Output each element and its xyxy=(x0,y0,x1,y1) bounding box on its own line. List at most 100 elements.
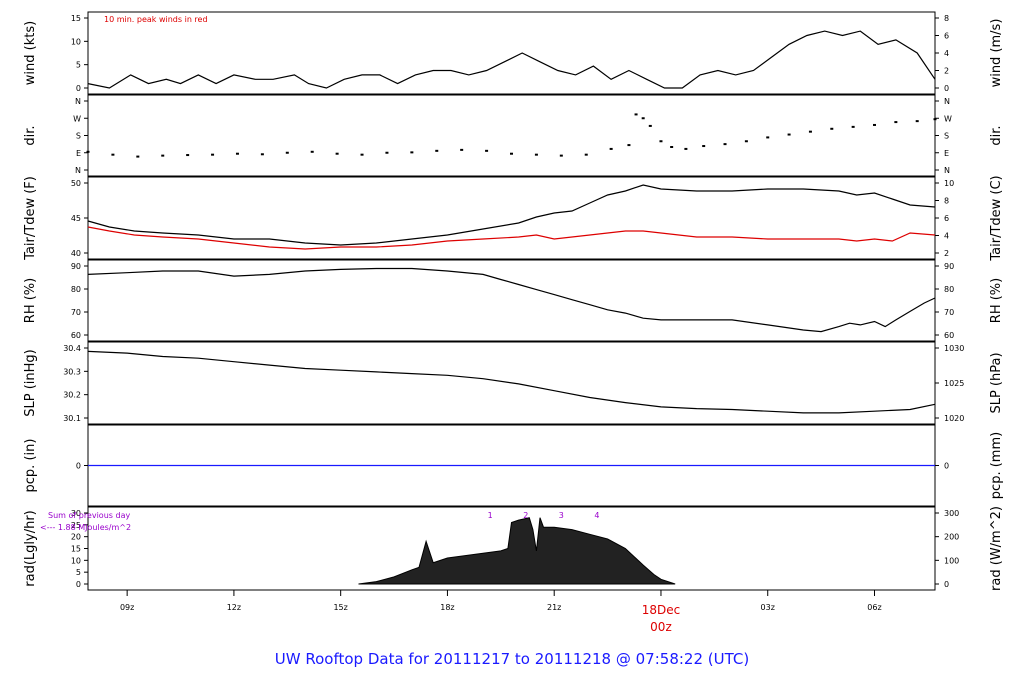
rad-ticklabel-left: 20 xyxy=(71,533,81,542)
dir-ticklabel-right: N xyxy=(944,97,950,106)
rad-ticklabel-right: 200 xyxy=(944,533,959,542)
wind-ticklabel-right: 8 xyxy=(944,14,949,23)
dir-point xyxy=(766,136,770,139)
date-label-hour: 00z xyxy=(650,620,672,634)
rad-ylabel-left: rad(Lgly/hr) xyxy=(23,510,38,586)
dir-point xyxy=(211,153,215,156)
wind-ticklabel-right: 2 xyxy=(944,67,949,76)
wind-frame xyxy=(87,11,936,95)
dir-point xyxy=(648,124,652,127)
wind-series-wind xyxy=(87,30,936,89)
panel-rad: rad(Lgly/hr) rad (W/m^2) 0 5 10 15 20 25 300 100 2… xyxy=(23,506,1004,591)
slp-ticklabel-right: 1030 xyxy=(944,344,964,353)
dir-ticklabel-right: N xyxy=(944,166,950,175)
rad-annotation-2: <--- 1.88 MJoules/m^2 xyxy=(40,523,131,532)
dir-ticklabel-left: S xyxy=(76,132,81,141)
dir-frame xyxy=(87,94,936,177)
rad-hour-marker: 4 xyxy=(594,511,599,520)
rad-ticklabel-left: 5 xyxy=(76,568,81,577)
dir-point xyxy=(310,150,314,153)
temperature-ylabel-left: Tair/Tdew (F) xyxy=(23,176,38,261)
rad-ticklabel-right: 0 xyxy=(944,580,949,589)
rad-ticklabel-left: 15 xyxy=(71,545,81,554)
rad-hour-marker: 2 xyxy=(523,511,528,520)
dir-point xyxy=(659,140,663,143)
dir-point xyxy=(627,144,631,147)
dir-ylabel-left: dir. xyxy=(23,125,38,145)
time-axis: 09z 12z 15z 18z 21z 03z 06z 18Dec 00z xyxy=(120,590,882,634)
dir-point xyxy=(933,118,937,121)
wind-ticklabel-left: 5 xyxy=(76,61,81,70)
slp-ticklabel-left: 30.1 xyxy=(63,414,81,423)
rad-hour-marker: 1 xyxy=(488,511,493,520)
rh-ticklabel-left: 80 xyxy=(71,285,81,294)
dir-point xyxy=(808,130,812,133)
temperature-ticklabel-right: 8 xyxy=(944,197,949,206)
wind-ticklabel-left: 15 xyxy=(71,14,81,23)
dir-ticklabel-right: W xyxy=(944,114,952,123)
dir-point xyxy=(186,154,190,157)
rad-ticklabel-left: 25 xyxy=(71,521,81,530)
dir-point xyxy=(702,145,706,148)
temperature-ticklabel-right: 4 xyxy=(944,232,949,241)
dir-point xyxy=(894,121,898,124)
rh-ticklabel-right: 80 xyxy=(944,285,954,294)
wind-annotation: 10 min. peak winds in red xyxy=(104,15,208,24)
rh-ylabel-right: RH (%) xyxy=(989,278,1004,323)
wind-ylabel-right: wind (m/s) xyxy=(989,19,1004,88)
dir-point xyxy=(285,151,289,154)
dir-point xyxy=(584,153,588,156)
dir-point xyxy=(559,154,563,157)
panel-slp: SLP (inHg) SLP (hPa) 30.1 30.2 30.3 30.4 1020 1… xyxy=(23,341,1004,425)
slp-ticklabel-right: 1025 xyxy=(944,379,964,388)
pcp-ticklabel-left: 0 xyxy=(76,462,81,471)
time-tick-label: 18z xyxy=(440,603,454,612)
dir-ticklabel-right: S xyxy=(944,132,949,141)
rh-series-RH xyxy=(87,267,936,333)
rad-ticklabel-right: 100 xyxy=(944,556,959,565)
dir-point xyxy=(534,153,538,156)
pcp-ylabel-right: pcp. (mm) xyxy=(989,432,1004,499)
dir-point xyxy=(460,148,464,151)
dir-point xyxy=(485,149,489,152)
temperature-ticklabel-right: 2 xyxy=(944,249,949,258)
dir-ylabel-right: dir. xyxy=(989,125,1004,145)
wind-ylabel-left: wind (kts) xyxy=(23,21,38,85)
dir-point xyxy=(609,147,613,150)
panel-wind: wind (kts) wind (m/s) 0 5 10 15 0 2 4 6 8 10 min. p… xyxy=(23,11,1004,95)
wind-ticklabel-right: 6 xyxy=(944,32,949,41)
dir-point xyxy=(873,123,876,126)
rad-annotation-1: Sum of previous day xyxy=(48,511,130,520)
dir-ticklabel-left: N xyxy=(75,166,81,175)
panel-rh: RH (%) RH (%) 60 70 80 90 60 70 80 90 xyxy=(23,259,1004,342)
time-tick-label: 09z xyxy=(120,603,134,612)
rad-ticklabel-left: 10 xyxy=(71,556,81,565)
slp-series-SLP xyxy=(87,350,936,414)
rad-ticklabel-left: 30 xyxy=(71,509,81,518)
dir-point xyxy=(634,113,638,116)
footer-title: UW Rooftop Data for 20111217 to 20111218… xyxy=(274,650,750,668)
wind-ticklabel-right: 4 xyxy=(944,49,949,58)
dir-ticklabel-left: E xyxy=(76,149,81,158)
temperature-ticklabel-left: 45 xyxy=(71,214,81,223)
dir-point xyxy=(86,150,90,153)
dir-point xyxy=(830,127,834,130)
temperature-ticklabel-right: 10 xyxy=(944,179,954,188)
dir-point xyxy=(360,153,364,156)
dir-point xyxy=(111,153,115,156)
rh-frame xyxy=(87,259,936,342)
rh-ylabel-left: RH (%) xyxy=(23,278,38,323)
rh-ticklabel-right: 70 xyxy=(944,308,954,317)
slp-ticklabel-left: 30.4 xyxy=(63,344,81,353)
temperature-ylabel-right: Tair/Tdew (C) xyxy=(989,175,1004,261)
rad-ylabel-right: rad (W/m^2) xyxy=(989,506,1004,591)
rh-ticklabel-right: 60 xyxy=(944,331,954,340)
temperature-series-Tdew xyxy=(87,226,936,250)
time-tick-label: 06z xyxy=(867,603,881,612)
dir-point xyxy=(641,117,645,120)
rh-ticklabel-left: 60 xyxy=(71,331,81,340)
rad-ticklabel-right: 300 xyxy=(944,509,959,518)
